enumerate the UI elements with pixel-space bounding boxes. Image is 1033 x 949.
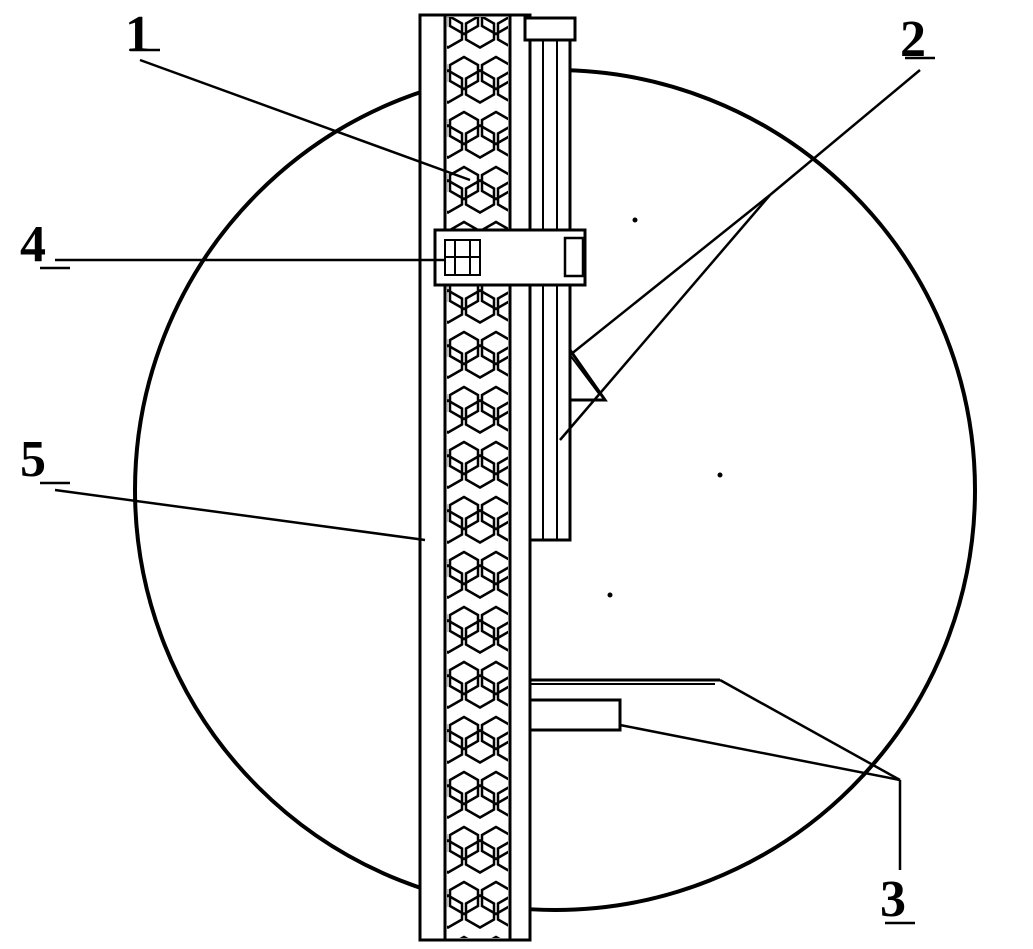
label-2: 2 (900, 10, 926, 69)
label-5: 5 (20, 430, 46, 489)
bracket-assembly (435, 230, 585, 285)
dot (718, 473, 723, 478)
label-1: 1 (125, 5, 151, 64)
diagram-svg (0, 0, 1033, 944)
label-4: 4 (20, 215, 46, 274)
left-outer-panel (420, 15, 445, 940)
engineering-diagram: 1 2 3 4 5 (0, 0, 1033, 944)
right-strip (510, 15, 530, 940)
hatched-column (445, 15, 510, 940)
label-3: 3 (880, 870, 906, 929)
dot (608, 593, 613, 598)
dot (633, 218, 638, 223)
shelf-plates (530, 680, 720, 730)
